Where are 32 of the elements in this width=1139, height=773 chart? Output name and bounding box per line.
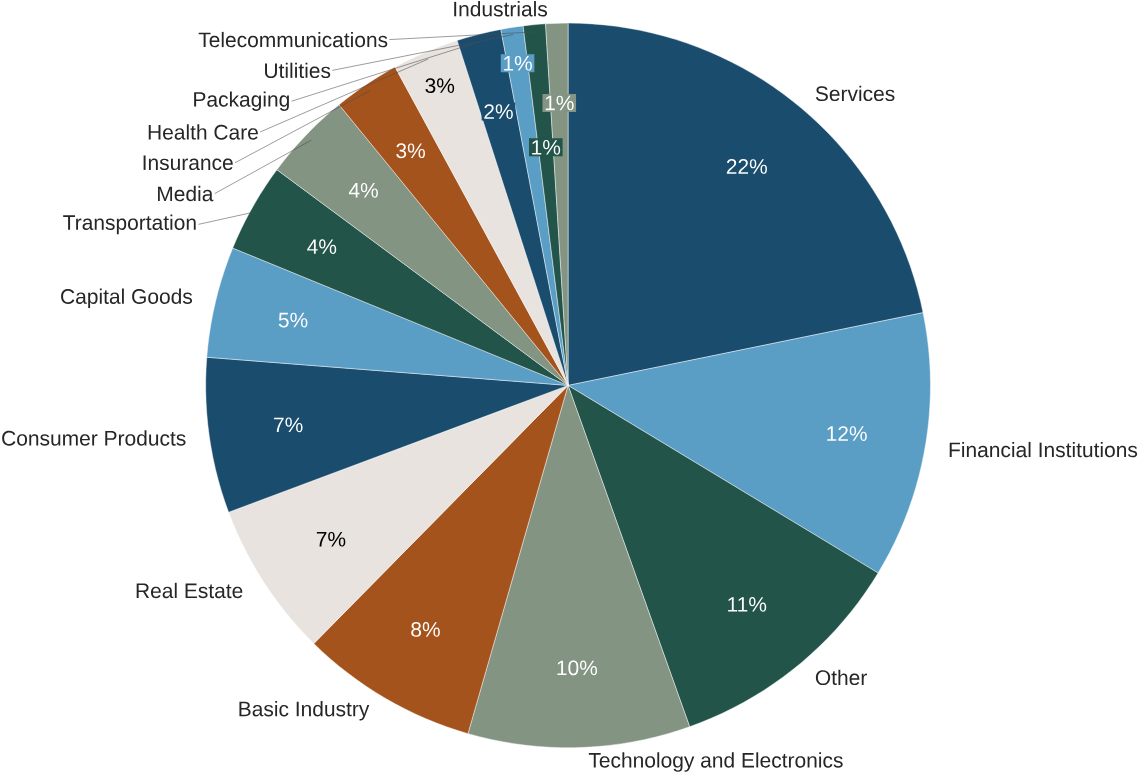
slice-label: Technology and Electronics: [588, 752, 843, 772]
data-label: 7%: [274, 417, 303, 433]
slice-label: Packaging: [194, 91, 289, 111]
slice-label: Industrials: [454, 1, 548, 17]
slice-label: Services: [815, 85, 895, 102]
data-label: 1%: [504, 56, 532, 71]
slice-label: Telecommunications: [198, 31, 388, 48]
data-label: 12%: [827, 426, 867, 441]
slice-label: Capital Goods: [61, 288, 193, 309]
slice-label: Other: [815, 669, 867, 686]
slice-label: Transportation: [63, 214, 196, 235]
data-label: 10%: [557, 660, 598, 676]
slice-label: Health Care: [148, 124, 258, 140]
slice-label: Consumer Products: [2, 430, 186, 446]
data-label: 3%: [425, 78, 455, 94]
data-label: 4%: [348, 183, 378, 198]
data-label: 3%: [396, 143, 425, 159]
slice-label: Utilities: [265, 62, 331, 79]
data-label: 7%: [316, 531, 346, 547]
slice-label: Insurance: [143, 155, 233, 171]
data-label: 22%: [726, 159, 767, 174]
data-label: 2%: [484, 104, 513, 119]
data-label: 1%: [545, 95, 574, 111]
slice-label: Financial Institutions: [949, 441, 1138, 458]
slice-label: Real Estate: [136, 582, 243, 599]
data-label: 1%: [532, 140, 561, 155]
data-label: 5%: [278, 312, 308, 328]
data-label: 11%: [728, 597, 767, 612]
slice-label: Media: [158, 185, 214, 202]
data-label: 8%: [411, 622, 440, 637]
data-label: 4%: [307, 239, 337, 255]
slice-label: Basic Industry: [239, 701, 370, 721]
